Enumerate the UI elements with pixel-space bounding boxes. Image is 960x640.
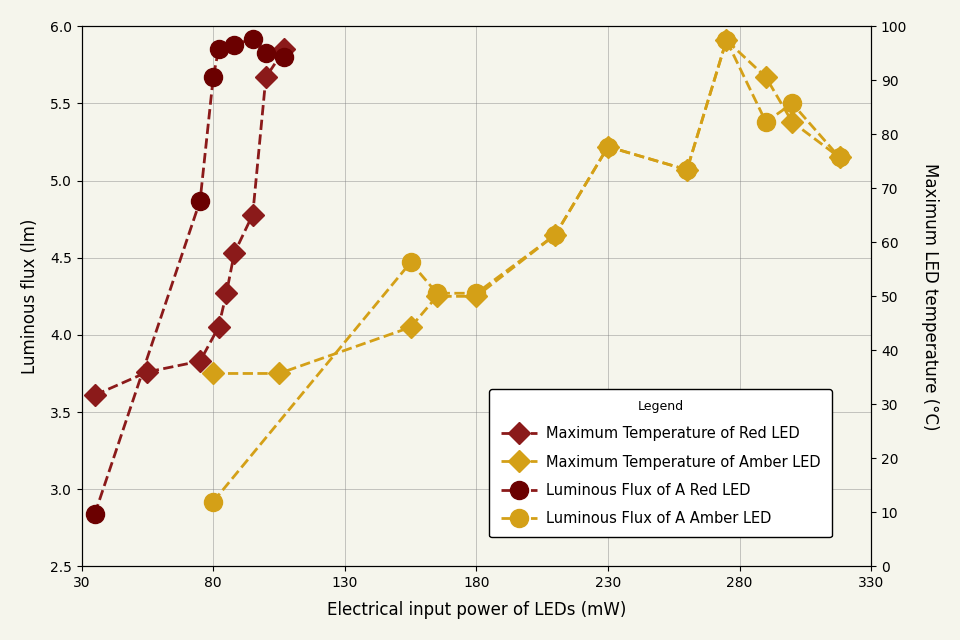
Maximum Temperature of Amber LED: [682, 166, 693, 173]
Luminous Flux of A Amber LED: [207, 498, 219, 506]
Line: Maximum Temperature of Red LED: Maximum Temperature of Red LED: [87, 42, 292, 403]
Maximum Temperature of Red LED: [194, 357, 205, 365]
Maximum Temperature of Amber LED: [207, 370, 219, 378]
Maximum Temperature of Amber LED: [602, 143, 613, 150]
Luminous Flux of A Amber LED: [786, 100, 798, 108]
Maximum Temperature of Amber LED: [431, 292, 443, 300]
Luminous Flux of A Amber LED: [834, 154, 846, 161]
Luminous Flux of A Amber LED: [405, 259, 417, 266]
Maximum Temperature of Amber LED: [760, 74, 772, 81]
Maximum Temperature of Amber LED: [470, 292, 482, 300]
Luminous Flux of A Red LED: [194, 197, 205, 205]
Luminous Flux of A Red LED: [278, 53, 290, 61]
Luminous Flux of A Red LED: [207, 74, 219, 81]
Line: Maximum Temperature of Amber LED: Maximum Temperature of Amber LED: [205, 33, 848, 381]
Maximum Temperature of Red LED: [221, 289, 232, 297]
Maximum Temperature of Red LED: [278, 45, 290, 53]
Maximum Temperature of Red LED: [247, 211, 258, 218]
Line: Luminous Flux of A Red LED: Luminous Flux of A Red LED: [85, 29, 294, 523]
Maximum Temperature of Amber LED: [550, 231, 562, 239]
Maximum Temperature of Amber LED: [274, 370, 285, 378]
Maximum Temperature of Red LED: [142, 368, 154, 376]
Luminous Flux of A Red LED: [260, 49, 272, 56]
Y-axis label: Maximum LED temperature (°C): Maximum LED temperature (°C): [922, 163, 939, 430]
Luminous Flux of A Red LED: [89, 510, 101, 518]
Y-axis label: Luminous flux (lm): Luminous flux (lm): [21, 219, 38, 374]
Luminous Flux of A Amber LED: [550, 231, 562, 239]
Maximum Temperature of Red LED: [213, 323, 225, 331]
Maximum Temperature of Amber LED: [721, 36, 732, 44]
Luminous Flux of A Amber LED: [682, 166, 693, 173]
Maximum Temperature of Amber LED: [405, 323, 417, 331]
Luminous Flux of A Amber LED: [721, 36, 732, 44]
Maximum Temperature of Amber LED: [834, 154, 846, 161]
Maximum Temperature of Red LED: [228, 250, 240, 257]
Luminous Flux of A Amber LED: [470, 289, 482, 297]
Luminous Flux of A Red LED: [213, 45, 225, 53]
Luminous Flux of A Red LED: [228, 41, 240, 49]
Legend: Maximum Temperature of Red LED, Maximum Temperature of Amber LED, Luminous Flux : Maximum Temperature of Red LED, Maximum …: [490, 388, 832, 538]
Luminous Flux of A Amber LED: [602, 143, 613, 150]
Maximum Temperature of Red LED: [89, 391, 101, 399]
Luminous Flux of A Red LED: [247, 35, 258, 42]
Maximum Temperature of Red LED: [260, 74, 272, 81]
Maximum Temperature of Amber LED: [786, 118, 798, 126]
Luminous Flux of A Amber LED: [431, 289, 443, 297]
X-axis label: Electrical input power of LEDs (mW): Electrical input power of LEDs (mW): [326, 601, 626, 619]
Line: Luminous Flux of A Amber LED: Luminous Flux of A Amber LED: [204, 31, 849, 511]
Luminous Flux of A Amber LED: [760, 118, 772, 126]
